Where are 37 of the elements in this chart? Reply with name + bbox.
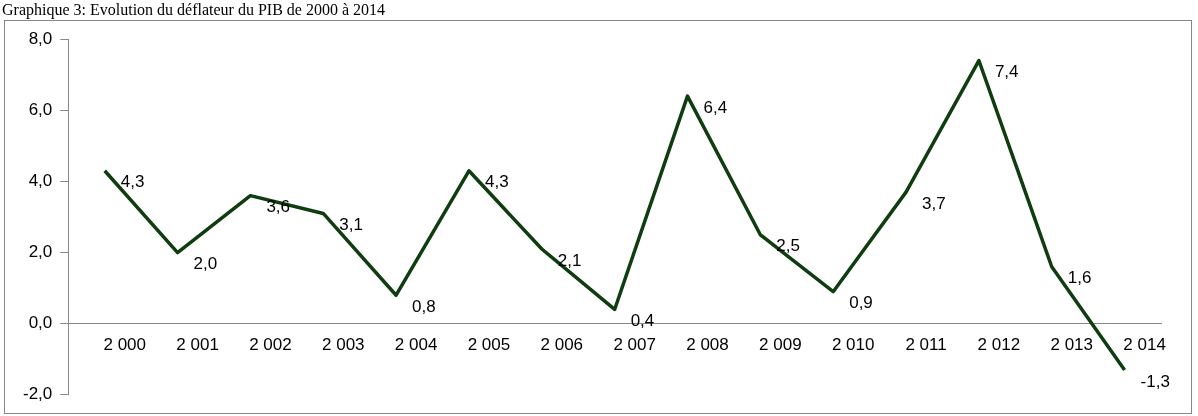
y-tick-label: 4,0 [28, 171, 53, 191]
x-tick-label: 2 009 [759, 334, 802, 354]
x-tick-label: 2 001 [176, 334, 219, 354]
data-label: 0,4 [630, 311, 655, 331]
x-tick-label: 2 013 [1050, 334, 1093, 354]
y-tick-label: 6,0 [28, 100, 53, 120]
x-tick-label: 2 005 [467, 334, 511, 354]
x-tick-label: 2 000 [103, 334, 146, 354]
x-tick-label: 2 004 [394, 334, 438, 354]
x-tick-label: 2 008 [686, 334, 729, 354]
x-tick-label: 2 006 [540, 334, 584, 354]
data-label: 0,8 [412, 296, 436, 316]
data-label: 3,1 [339, 215, 363, 235]
data-label: 3,6 [266, 197, 291, 217]
data-label: 4,3 [484, 172, 509, 192]
x-tick-label: 2 002 [249, 334, 292, 354]
data-label: -1,3 [1140, 371, 1170, 391]
x-tick-label: 2 003 [321, 334, 365, 354]
x-tick-label: 2 010 [831, 334, 875, 354]
x-tick-label: 2 011 [905, 334, 947, 354]
chart-title: Graphique 3: Evolution du déflateur du PIB de 2000 à 2014 [1, 0, 387, 20]
y-tick-label: 2,0 [28, 242, 53, 262]
x-tick-label: 2 012 [977, 334, 1021, 354]
data-label: 0,9 [849, 293, 873, 313]
data-label: 1,6 [1067, 268, 1092, 288]
data-label: 6,4 [703, 97, 728, 117]
x-tick-label: 2 007 [613, 334, 656, 354]
data-label: 2,0 [193, 254, 218, 274]
y-tick-label: -2,0 [23, 384, 53, 404]
data-label: 2,5 [776, 236, 800, 256]
y-tick-label: 8,0 [28, 28, 53, 48]
data-label: 4,3 [120, 172, 145, 192]
y-tick-label: 0,0 [28, 313, 53, 333]
data-label: 3,7 [922, 193, 946, 213]
data-label: 7,4 [994, 62, 1019, 82]
data-label: 2,1 [557, 250, 582, 270]
x-tick-label: 2 014 [1123, 334, 1166, 354]
